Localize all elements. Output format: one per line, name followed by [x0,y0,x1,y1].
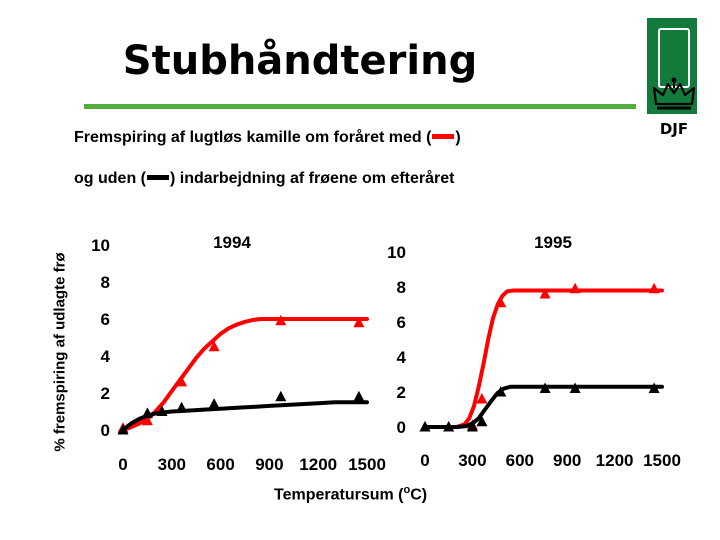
x-axis-label-degree: o [403,484,411,496]
chart-1995-y-tick-label: 2 [397,383,406,402]
x-axis-label: Temperatursum (oC) [274,484,427,504]
chart-1995-x-tick-label: 300 [458,451,486,470]
chart-1995-title: 1995 [534,233,572,252]
chart-1995-y-tick-label: 6 [397,313,406,332]
chart-1995-red-point [495,296,507,308]
chart-1994-x-tick-label: 0 [118,455,127,474]
chart-1994-black-point [156,405,168,416]
subtitle-line-1-text: Fremspiring af lugtløs kamille om foråre… [74,129,432,146]
chart-1994-red-point [275,314,287,326]
chart-1994-black-point [353,390,365,402]
chart-1994-red-point [353,316,365,328]
chart-1995-black-point [476,415,488,427]
chart-1995-y-tick-label: 0 [397,418,406,437]
chart-1994-y-tick-label: 6 [101,310,110,329]
chart-1995-black-point [539,382,551,393]
chart-1994-y-tick-label: 2 [101,384,110,403]
chart-1994-x-tick-label: 1500 [348,455,386,474]
chart-1995-black-point [466,421,478,432]
chart-1995-x-tick-label: 0 [420,451,429,470]
legend-swatch-black [146,175,169,181]
chart-1994-y-tick-label: 10 [91,236,110,255]
chart-1995-y-tick-label: 8 [397,278,406,297]
x-axis-label-text: Temperatursum ( [274,486,404,504]
chart-1995-black-point [443,421,455,432]
chart-1994-x-tick-label: 600 [206,455,234,474]
title-underline [84,104,636,109]
chart-1994-red-point [176,375,188,387]
chart-1995-red-fit-line [423,288,664,429]
chart-1995-red-point [569,282,581,294]
chart-1995-y-tick-label: 10 [387,243,406,262]
chart-1994-black-point [141,407,153,418]
chart-1995-red-point [476,393,488,404]
subtitle-line-2: og uden ( ) indarbejdning af frøene om ef… [74,170,454,188]
chart-1994-black-point [117,424,129,435]
chart-1994-black-point [176,401,188,413]
chart-1995-black-point [569,382,581,393]
chart-1994-black-point [275,390,287,402]
x-axis-label-end: C) [410,486,428,504]
chart-1995-x-tick-label: 1200 [596,451,634,470]
chart-1995-red-point [648,282,660,294]
chart-1994-red-point [141,414,153,426]
chart-1994-y-tick-label: 4 [101,347,111,366]
legend-swatch-red [432,134,455,140]
chart-1994-red-point [208,340,220,352]
subtitle-line-1: Fremspiring af lugtløs kamille om foråre… [74,129,461,147]
chart-1994-title: 1994 [213,233,251,252]
chart-1994-x-tick-label: 1200 [299,455,337,474]
logo-text: DJF [659,120,689,138]
chart-1994-x-tick-label: 300 [158,455,186,474]
chart-1994-x-tick-label: 900 [255,455,283,474]
chart-1994-black-point [208,398,220,409]
chart-1994-y-tick-label: 8 [101,273,110,292]
chart-1995-x-tick-label: 600 [506,451,534,470]
subtitle-line-1-end: ) [455,129,461,146]
chart-1995-x-tick-label: 1500 [643,451,681,470]
chart-1995-black-fit-line [423,384,664,429]
chart-1995-x-tick-label: 900 [553,451,581,470]
chart-1994-y-tick-label: 0 [101,421,110,440]
subtitle-line-2-start: og uden ( [74,170,146,187]
chart-1995-black-point [648,382,660,393]
chart-1995-red-point [539,288,551,299]
chart-1995-black-point [495,386,507,397]
slide-title: Stubhåndtering [122,38,478,84]
subtitle-line-2-text: ) indarbejdning af frøene om efteråret [169,170,455,187]
chart-1995-black-point [419,421,431,432]
crown-icon [652,77,696,110]
chart-1995-y-tick-label: 4 [397,348,407,367]
